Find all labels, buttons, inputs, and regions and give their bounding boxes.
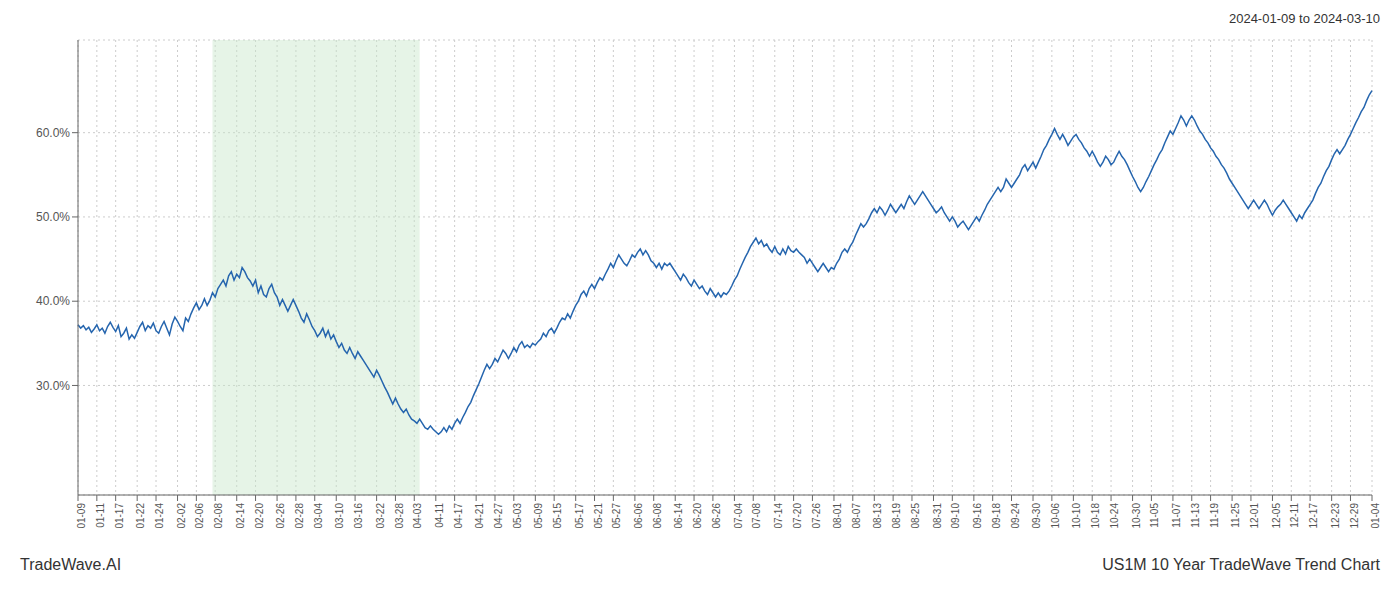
svg-text:04-11: 04-11 (434, 503, 445, 528)
svg-text:10-10: 10-10 (1071, 503, 1082, 529)
svg-text:06-08: 06-08 (652, 503, 663, 529)
svg-text:05-17: 05-17 (574, 503, 585, 529)
svg-text:07-14: 07-14 (773, 503, 784, 529)
svg-text:11-19: 11-19 (1209, 503, 1220, 528)
svg-text:06-06: 06-06 (633, 503, 644, 529)
svg-text:02-02: 02-02 (176, 503, 187, 529)
svg-text:04-17: 04-17 (453, 503, 464, 529)
svg-text:02-14: 02-14 (235, 503, 246, 529)
svg-text:01-24: 01-24 (154, 503, 165, 529)
svg-text:10-06: 10-06 (1050, 503, 1061, 529)
svg-text:10-24: 10-24 (1109, 503, 1120, 529)
svg-text:10-18: 10-18 (1090, 503, 1101, 529)
html-text:2024-01-09 to 2024-03-10: 2024-01-09 to 2024-03-10 (1228, 11, 1380, 26)
svg-text:08-25: 08-25 (910, 503, 921, 529)
svg-text:06-14: 06-14 (673, 503, 684, 529)
svg-text:07-26: 07-26 (811, 503, 822, 529)
html-text:US1M 10 Year TradeWave Trend C: US1M 10 Year TradeWave Trend Chart (1102, 556, 1380, 573)
svg-text:12-11: 12-11 (1289, 503, 1300, 528)
svg-text:10-30: 10-30 (1131, 503, 1142, 529)
svg-text:08-19: 08-19 (891, 503, 902, 529)
svg-text:08-07: 08-07 (851, 503, 862, 529)
svg-text:12-17: 12-17 (1308, 503, 1319, 529)
svg-text:07-20: 07-20 (792, 503, 803, 529)
svg-text:12-01: 12-01 (1249, 503, 1260, 529)
svg-text:01-04: 01-04 (1370, 503, 1381, 529)
html-text:TradeWave.AI: TradeWave.AI (20, 556, 122, 573)
svg-text:08-01: 08-01 (832, 503, 843, 529)
svg-text:08-31: 08-31 (932, 503, 943, 529)
svg-text:09-30: 09-30 (1031, 503, 1042, 529)
svg-text:02-06: 02-06 (194, 503, 205, 529)
svg-text:06-26: 06-26 (711, 503, 722, 529)
svg-text:04-21: 04-21 (474, 503, 485, 529)
svg-text:01-17: 01-17 (114, 503, 125, 529)
svg-text:11-25: 11-25 (1230, 503, 1241, 528)
svg-text:03-28: 03-28 (394, 503, 405, 529)
svg-text:11-13: 11-13 (1190, 503, 1201, 528)
svg-text:05-09: 05-09 (533, 503, 544, 529)
svg-text:60.0%: 60.0% (36, 126, 70, 140)
svg-text:12-29: 12-29 (1349, 503, 1360, 529)
svg-text:09-24: 09-24 (1010, 503, 1021, 529)
svg-text:05-21: 05-21 (593, 503, 604, 529)
svg-text:04-27: 04-27 (493, 503, 504, 529)
svg-text:02-20: 02-20 (254, 503, 265, 529)
svg-text:01-09: 01-09 (76, 503, 87, 529)
svg-text:03-22: 03-22 (375, 503, 386, 529)
svg-text:11-07: 11-07 (1171, 503, 1182, 528)
svg-text:30.0%: 30.0% (36, 379, 70, 393)
svg-text:04-03: 04-03 (412, 503, 423, 529)
svg-text:50.0%: 50.0% (36, 210, 70, 224)
svg-text:09-18: 09-18 (991, 503, 1002, 529)
svg-text:05-15: 05-15 (552, 503, 563, 529)
svg-text:11-05: 11-05 (1150, 503, 1161, 528)
svg-text:05-03: 05-03 (512, 503, 523, 529)
svg-text:09-16: 09-16 (972, 503, 983, 529)
svg-text:03-10: 03-10 (334, 503, 345, 529)
svg-text:03-04: 03-04 (313, 503, 324, 529)
svg-text:01-22: 01-22 (135, 503, 146, 529)
svg-text:07-08: 07-08 (751, 503, 762, 529)
svg-text:06-20: 06-20 (692, 503, 703, 529)
svg-text:02-28: 02-28 (294, 503, 305, 529)
svg-text:05-27: 05-27 (611, 503, 622, 529)
svg-text:08-13: 08-13 (872, 503, 883, 529)
svg-text:09-10: 09-10 (950, 503, 961, 529)
svg-text:03-16: 03-16 (353, 503, 364, 529)
svg-text:40.0%: 40.0% (36, 294, 70, 308)
svg-text:02-08: 02-08 (213, 503, 224, 529)
svg-text:12-23: 12-23 (1330, 503, 1341, 529)
svg-text:12-05: 12-05 (1271, 503, 1282, 529)
svg-text:02-26: 02-26 (275, 503, 286, 529)
svg-text:07-04: 07-04 (733, 503, 744, 529)
svg-text:01-11: 01-11 (95, 503, 106, 528)
